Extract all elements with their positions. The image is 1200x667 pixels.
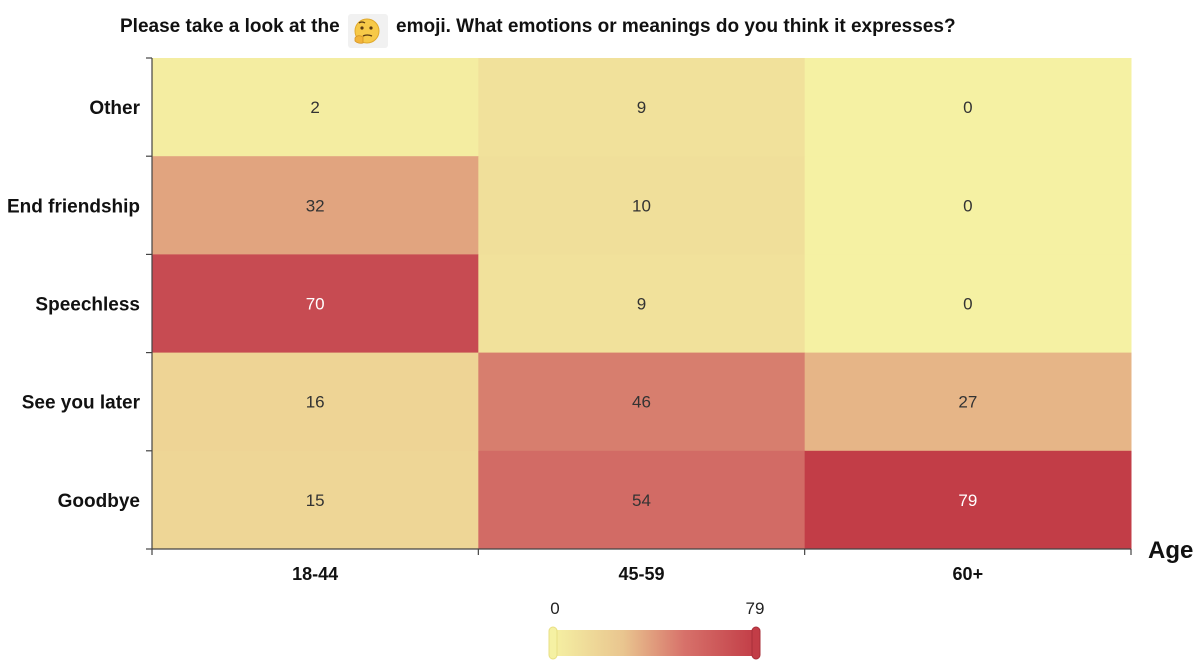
heatmap-cell[interactable] [152,58,479,157]
y-axis-ticks [146,57,152,550]
heatmap-cell[interactable] [478,254,806,354]
visual-map-max-label: 79 [746,599,765,618]
visual-map-min-label: 0 [550,599,559,618]
x-axis-labels: 18-44 45-59 60+ [292,564,983,584]
heatmap-cell-label: 9 [637,98,646,117]
visual-map-min-handle[interactable] [548,626,558,660]
y-axis-labels: Other End friendship Speechless See you lat… [7,98,141,512]
y-axis-label: See you later [22,393,141,414]
y-axis-label: Speechless [35,295,140,316]
thinking-face-icon [348,14,388,48]
y-axis-label: Goodbye [58,491,140,512]
heatmap-cell-label: 0 [963,196,972,215]
chart-title-end: emoji. What emotions or meanings do you … [396,16,956,37]
heatmap-cell[interactable] [152,450,479,550]
heatmap-cell[interactable] [804,156,1132,255]
y-axis-label: Other [89,98,140,119]
heatmap-cell-labels: 2 9 0 32 10 0 70 9 0 16 46 27 15 54 79 [306,98,978,510]
heatmap-cell[interactable] [478,450,806,550]
heatmap-cell-label: 32 [306,196,325,215]
visual-map-max-handle[interactable] [751,626,761,660]
heatmap-cell-label: 10 [632,196,651,215]
chart-title-start: Please take a look at the [120,16,340,37]
heatmap-cell-label: 16 [306,393,325,412]
heatmap-cell[interactable] [152,156,479,255]
heatmap-cell[interactable] [804,58,1132,157]
heatmap-cell-label: 54 [632,491,651,510]
heatmap-cell[interactable] [478,352,806,452]
heatmap-cell-label: 0 [963,295,972,314]
heatmap-cell-label: 27 [958,393,977,412]
heatmap-cell[interactable] [478,156,806,255]
heatmap-cell[interactable] [478,58,806,157]
x-axis-ticks [151,549,1132,555]
heatmap-cell-label: 70 [306,295,325,314]
axes [151,58,1131,550]
visual-map-gradient-bar [552,630,756,656]
heatmap-cell-label: 9 [637,295,646,314]
heatmap-cell[interactable] [152,254,479,354]
x-axis-label: 60+ [953,564,984,584]
heatmap-cell[interactable] [152,352,479,452]
y-axis-label: End friendship [7,196,140,217]
x-axis-label: 18-44 [292,564,338,584]
heatmap-cell-label: 79 [958,491,977,510]
heatmap-cell-label: 0 [963,98,972,117]
x-axis-title: Age [1148,537,1193,564]
heatmap-cell-label: 15 [306,491,325,510]
x-axis-label: 45-59 [618,564,664,584]
visual-map-legend: 0 79 [548,599,765,660]
heatmap-cell-label: 2 [310,98,319,117]
heatmap-cells [152,58,1132,550]
heatmap-cell[interactable] [804,254,1132,354]
heatmap-cell[interactable] [804,450,1132,550]
heatmap-cell[interactable] [804,352,1132,452]
heatmap-cell-label: 46 [632,393,651,412]
